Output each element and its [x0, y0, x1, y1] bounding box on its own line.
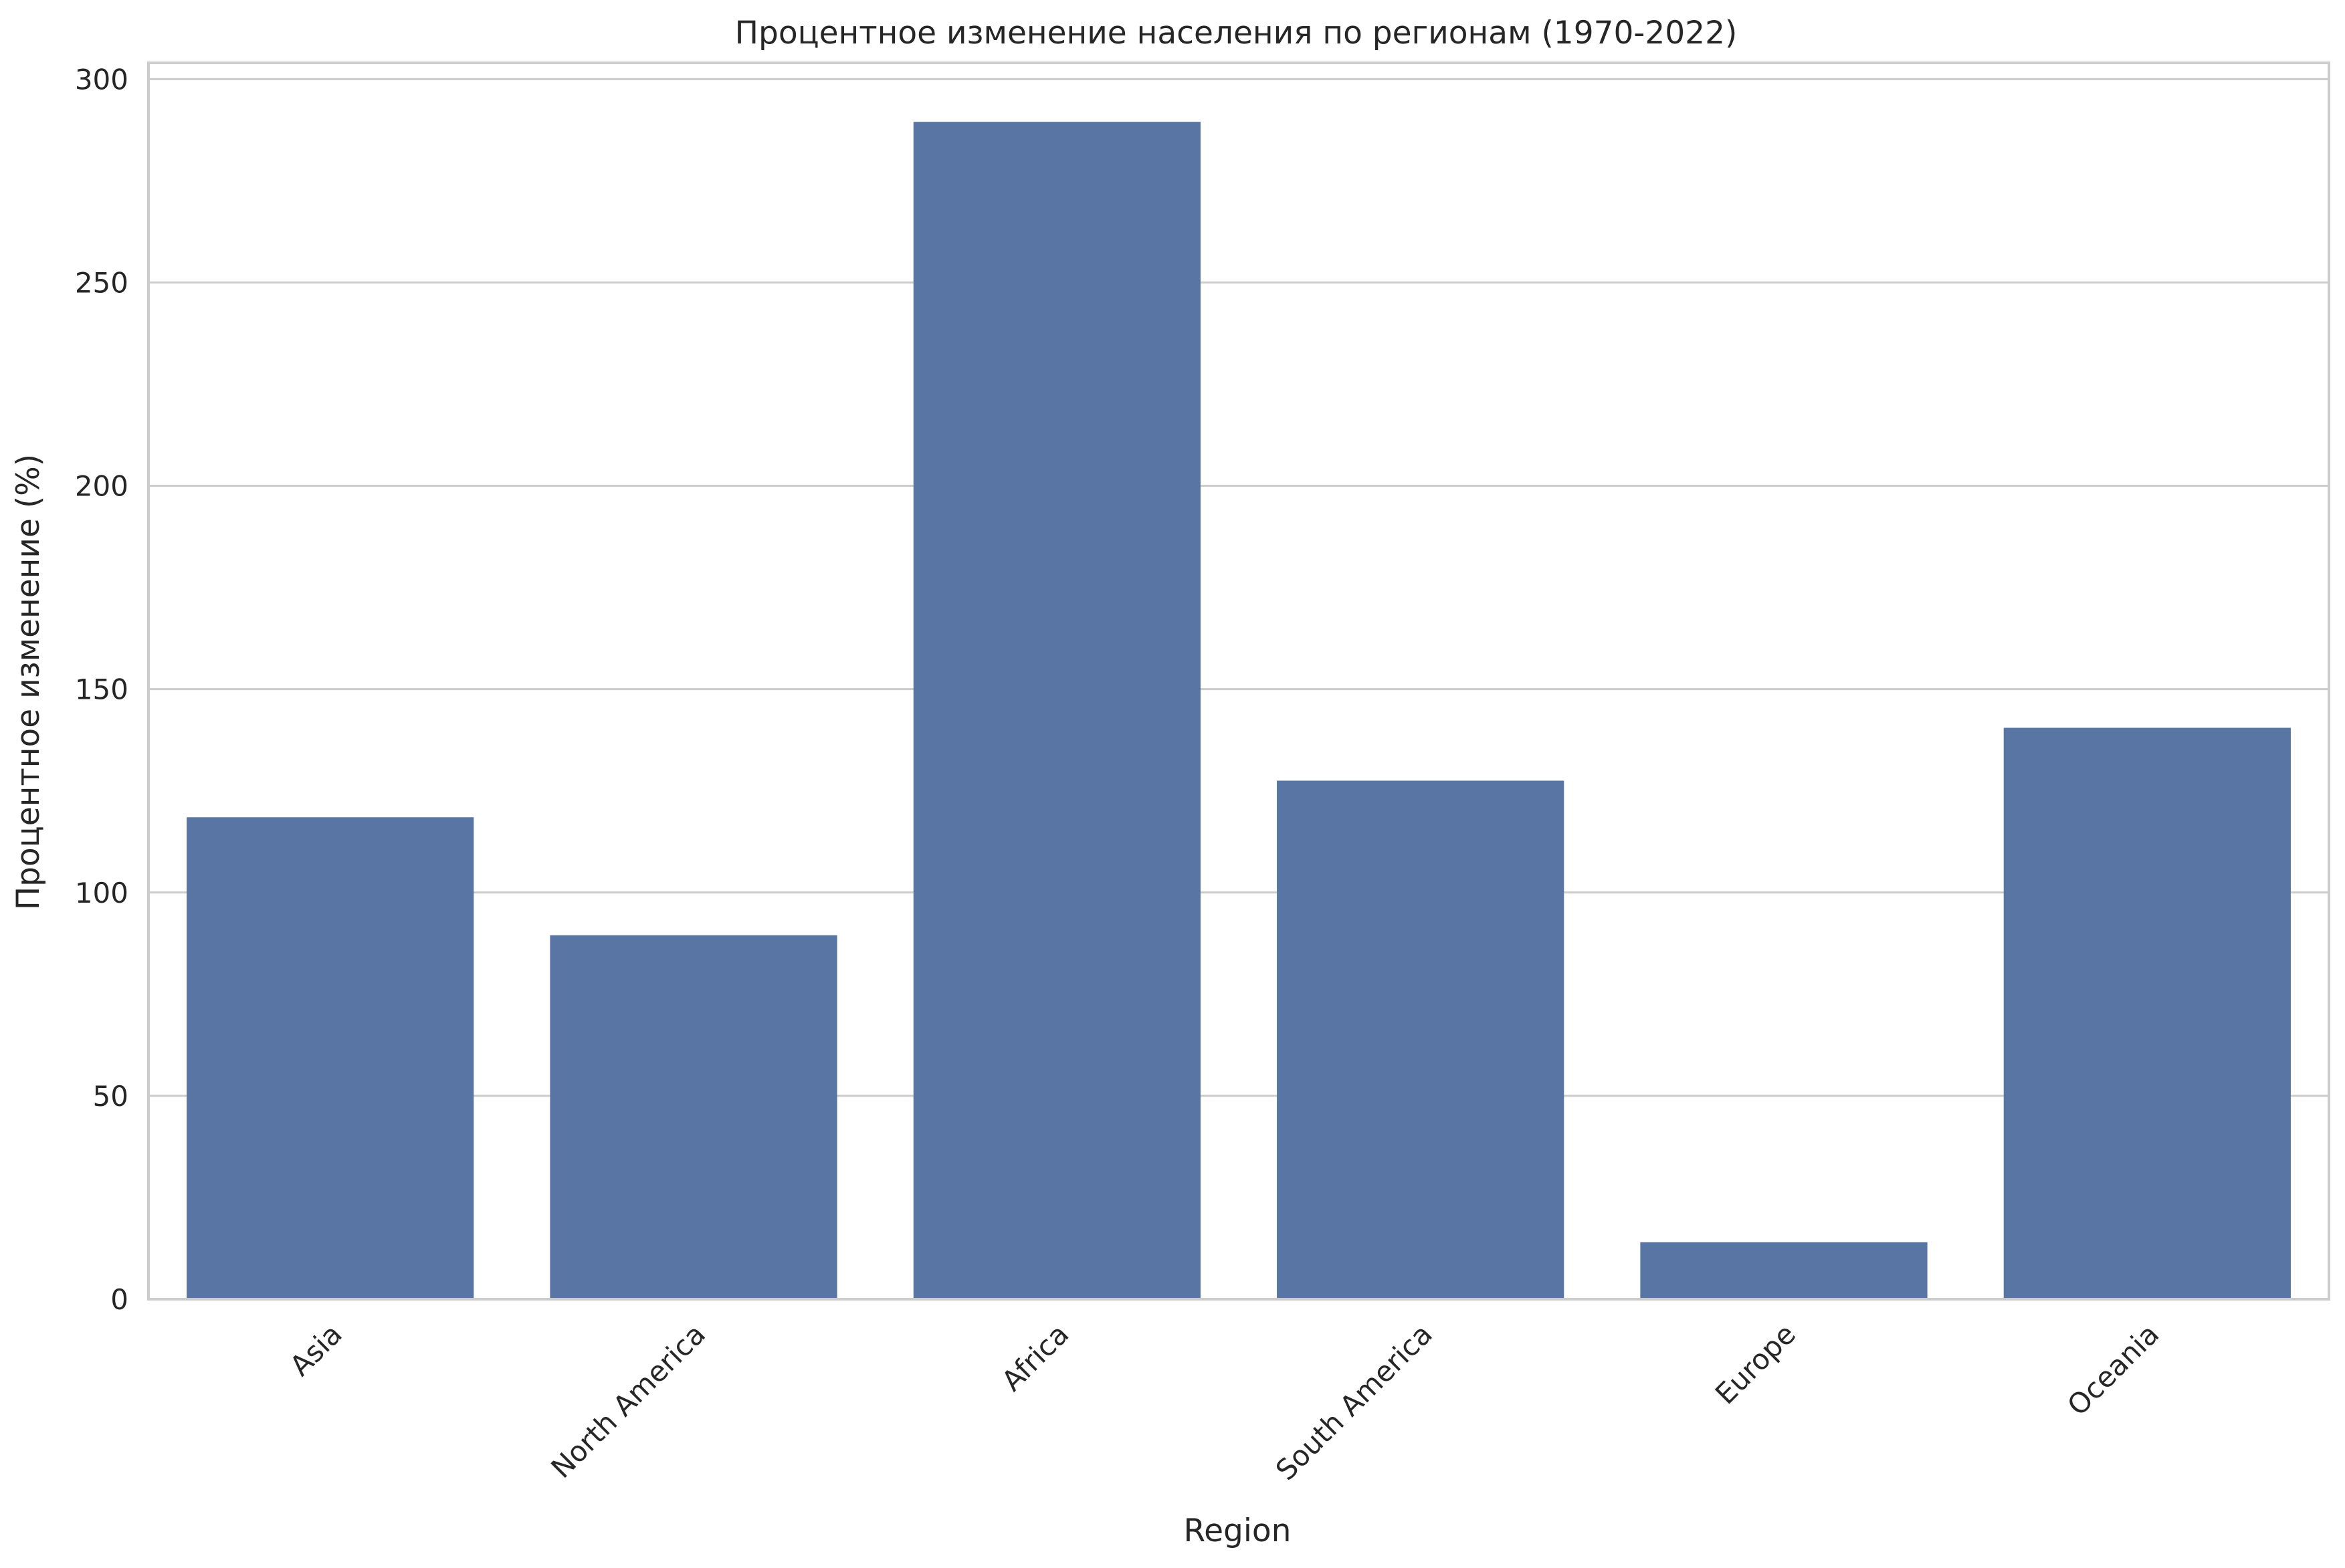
bar-oceania: [2003, 727, 2291, 1299]
bar-europe: [1640, 1242, 1928, 1299]
chart-title: Процентное изменение населения по регион…: [735, 15, 1738, 51]
y-tick-label: 250: [75, 266, 128, 299]
bar-africa: [913, 122, 1201, 1300]
y-tick-label: 0: [110, 1283, 128, 1316]
gridlines: [148, 78, 2329, 1301]
y-tick-label: 50: [93, 1080, 128, 1113]
x-axis-label: Region: [1184, 1513, 1292, 1549]
y-tick-label: 200: [75, 470, 128, 503]
plot-frame: [147, 62, 2330, 1301]
x-tick-label: South America: [1269, 1317, 1439, 1486]
bar-asia: [187, 817, 474, 1299]
x-tick-label: Africa: [995, 1317, 1075, 1397]
y-axis-ticks: 0 50 100 150 200 250 300: [75, 63, 128, 1316]
bars: [187, 122, 2291, 1300]
y-tick-label: 300: [75, 63, 128, 96]
x-axis-ticks: Asia North America Africa South America Euro…: [284, 1317, 2166, 1486]
x-tick-label: Europe: [1709, 1317, 1802, 1410]
y-axis-label: Процентное изменение (%): [10, 454, 47, 910]
x-tick-label: Oceania: [2061, 1317, 2165, 1422]
bar-south-america: [1277, 780, 1564, 1299]
y-tick-label: 100: [75, 877, 128, 909]
x-tick-label: Asia: [284, 1317, 348, 1382]
x-tick-label: North America: [544, 1317, 712, 1484]
bar-north-america: [550, 935, 837, 1299]
y-tick-label: 150: [75, 673, 128, 706]
